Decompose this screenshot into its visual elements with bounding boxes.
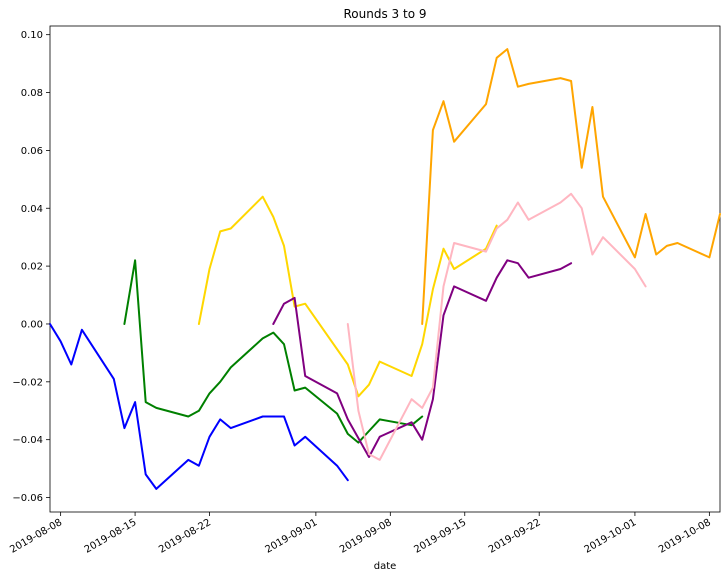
y-tick-label: 0.08 <box>21 88 43 99</box>
y-tick-label: −0.02 <box>12 377 43 388</box>
x-tick-label: 2019-09-22 <box>487 517 543 556</box>
series-line-2 <box>123 259 424 444</box>
series-line-1 <box>49 323 349 490</box>
chart-title: Rounds 3 to 9 <box>344 7 427 21</box>
series-line-6 <box>421 48 721 325</box>
plot-frame <box>49 25 721 513</box>
y-tick-label: −0.04 <box>12 435 43 446</box>
y-tick-label: −0.06 <box>12 493 43 504</box>
series-layer <box>49 48 721 490</box>
x-tick-label: 2019-08-08 <box>8 517 64 556</box>
y-axis: −0.06 −0.04 −0.02 0.00 0.02 0.04 0.06 0.08 0.10 <box>12 30 50 504</box>
x-tick-label: 2019-09-15 <box>412 517 468 556</box>
x-axis: 2019-08-08 2019-08-15 2019-08-22 2019-09-01… <box>8 512 713 556</box>
x-tick-label: 2019-08-22 <box>157 517 213 556</box>
y-tick-label: 0.00 <box>21 319 43 330</box>
plot-area <box>49 25 721 513</box>
y-tick-label: 0.02 <box>21 262 43 273</box>
y-tick-label: 0.06 <box>21 146 43 157</box>
x-tick-label: 2019-08-15 <box>83 517 139 556</box>
series-line-3 <box>197 195 498 398</box>
series-line-5 <box>346 192 647 461</box>
y-tick-label: 0.10 <box>21 30 43 41</box>
series-line-4 <box>272 259 573 458</box>
x-axis-label: date <box>374 561 397 572</box>
x-tick-label: 2019-10-01 <box>583 517 639 556</box>
x-tick-label: 2019-09-01 <box>264 517 320 556</box>
x-tick-label: 2019-09-08 <box>338 517 394 556</box>
y-tick-label: 0.04 <box>21 204 43 215</box>
x-tick-label: 2019-10-08 <box>657 517 713 556</box>
